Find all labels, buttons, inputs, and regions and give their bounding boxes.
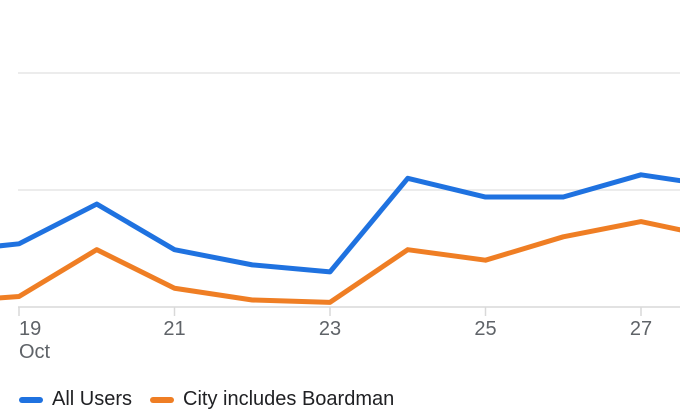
chart-legend: All Users City includes Boardman xyxy=(19,388,394,411)
series-line-city-includes-boardman xyxy=(0,219,680,305)
legend-label-city-includes-boardman: City includes Boardman xyxy=(183,388,395,410)
legend-swatch-city-includes-boardman xyxy=(150,396,175,403)
legend-swatch-all-users xyxy=(19,396,43,403)
x-axis-label-27: 27 xyxy=(629,318,653,340)
x-axis-month-label: Oct xyxy=(19,341,51,363)
series-lines xyxy=(0,172,680,305)
legend-label-all-users: All Users xyxy=(52,388,133,410)
x-axis-label-21: 21 xyxy=(163,318,186,340)
x-axis-label-25: 25 xyxy=(474,318,497,340)
x-axis-label-19: 19 xyxy=(19,318,42,340)
x-axis-label-23: 23 xyxy=(318,318,342,340)
legend-item-city-includes-boardman: City includes Boardman xyxy=(150,388,394,411)
series-line-all-users xyxy=(0,172,680,275)
legend-item-all-users: All Users xyxy=(19,388,132,411)
x-axis-ticks xyxy=(18,307,642,316)
